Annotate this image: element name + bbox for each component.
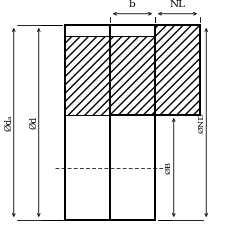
Bar <box>110 115 155 220</box>
Text: NL: NL <box>170 0 186 9</box>
Text: Ød: Ød <box>29 116 38 129</box>
Text: Ødₐ: Ødₐ <box>4 114 13 131</box>
Bar <box>65 25 155 220</box>
Bar <box>65 25 155 220</box>
Text: ØND: ØND <box>197 112 205 133</box>
Bar <box>65 36 155 115</box>
Text: b: b <box>129 0 136 9</box>
Bar <box>155 25 200 115</box>
Text: ØB: ØB <box>165 161 173 174</box>
Bar <box>110 25 200 115</box>
Bar <box>110 115 155 220</box>
Bar <box>110 25 200 115</box>
Bar <box>65 25 155 36</box>
